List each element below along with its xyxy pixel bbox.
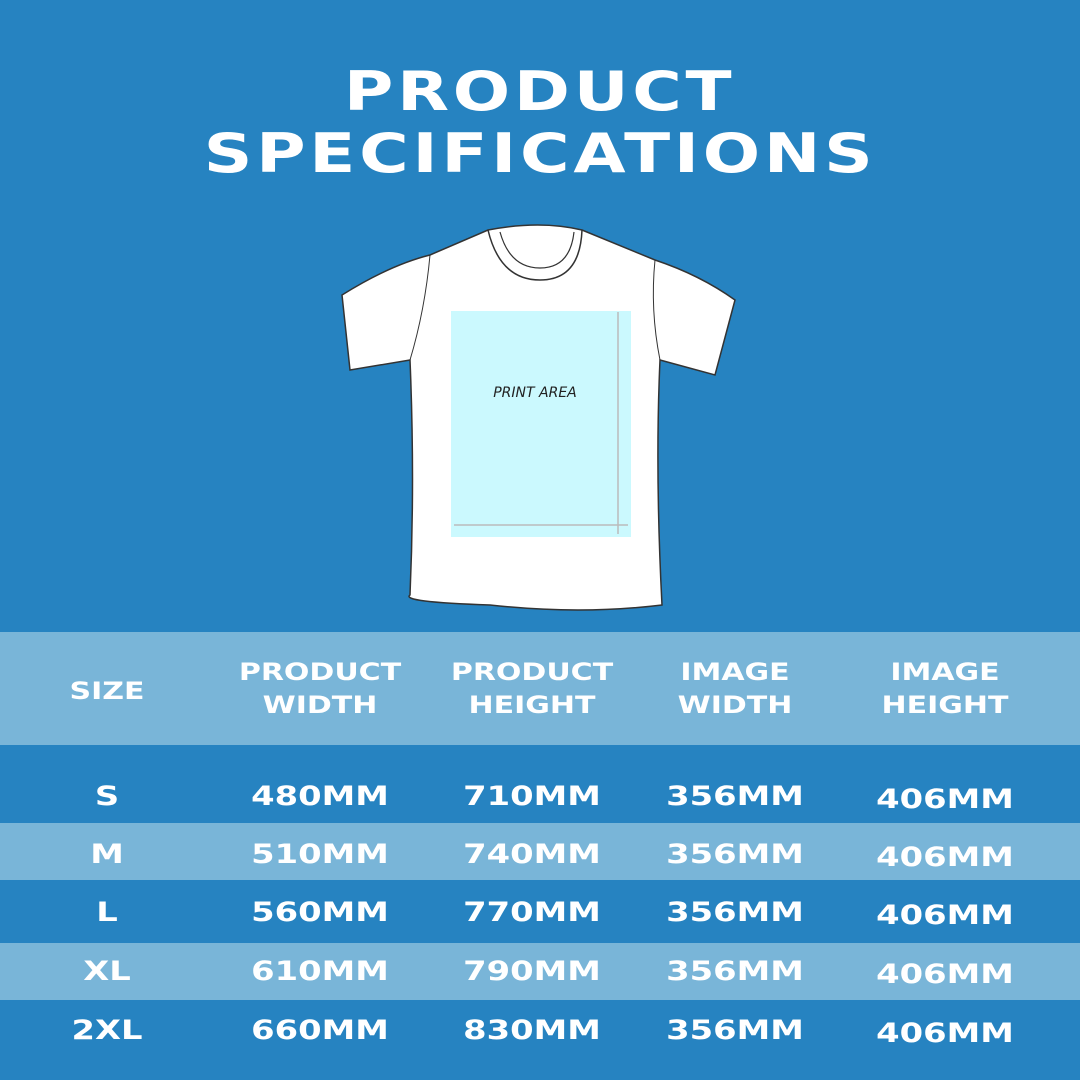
print-area — [451, 311, 631, 537]
header-line: HEIGHT — [468, 691, 596, 719]
value-cell: 830MM — [463, 1015, 601, 1046]
table-row — [0, 943, 1080, 1000]
table-row — [0, 1000, 1080, 1080]
header-line: IMAGE — [680, 658, 790, 686]
value-cell: 406MM — [876, 1018, 1014, 1049]
table-row — [0, 823, 1080, 880]
page-title-line-2: SPECIFICATIONS — [203, 122, 877, 185]
header-line: HEIGHT — [881, 691, 1009, 719]
value-cell: 740MM — [463, 839, 601, 870]
size-cell: 2XL — [71, 1015, 143, 1046]
page-title-line-1: PRODUCT — [344, 60, 736, 123]
value-cell: 560MM — [251, 897, 389, 928]
value-cell: 480MM — [251, 781, 389, 812]
size-cell: XL — [83, 956, 131, 987]
value-cell: 406MM — [876, 784, 1014, 815]
tshirt-illustration: PRINT AREA — [341, 224, 736, 611]
value-cell: 356MM — [666, 897, 804, 928]
column-header: PRODUCT HEIGHT — [401, 656, 664, 722]
table-header — [0, 632, 1080, 745]
header-line: PRODUCT — [238, 658, 402, 686]
column-header: PRODUCT WIDTH — [189, 656, 452, 722]
value-cell: 356MM — [666, 956, 804, 987]
header-line: PRODUCT — [450, 658, 614, 686]
value-cell: 610MM — [251, 956, 389, 987]
table-row — [0, 880, 1080, 943]
column-header: IMAGE WIDTH — [604, 656, 867, 722]
column-header: SIZE — [0, 675, 238, 708]
value-cell: 356MM — [666, 781, 804, 812]
value-cell: 356MM — [666, 839, 804, 870]
value-cell: 770MM — [463, 897, 601, 928]
table-row — [0, 745, 1080, 823]
value-cell: 660MM — [251, 1015, 389, 1046]
header-line: WIDTH — [262, 691, 378, 719]
value-cell: 406MM — [876, 842, 1014, 873]
header-line: SIZE — [69, 677, 145, 705]
print-area-label: PRINT AREA — [493, 385, 577, 401]
value-cell: 790MM — [463, 956, 601, 987]
size-cell: S — [94, 781, 120, 812]
header-line: WIDTH — [677, 691, 793, 719]
header-line: IMAGE — [890, 658, 1000, 686]
value-cell: 406MM — [876, 959, 1014, 990]
size-cell: M — [90, 839, 124, 870]
value-cell: 406MM — [876, 900, 1014, 931]
column-header: IMAGE HEIGHT — [814, 656, 1077, 722]
value-cell: 510MM — [251, 839, 389, 870]
value-cell: 356MM — [666, 1015, 804, 1046]
value-cell: 710MM — [463, 781, 601, 812]
size-cell: L — [96, 897, 118, 928]
